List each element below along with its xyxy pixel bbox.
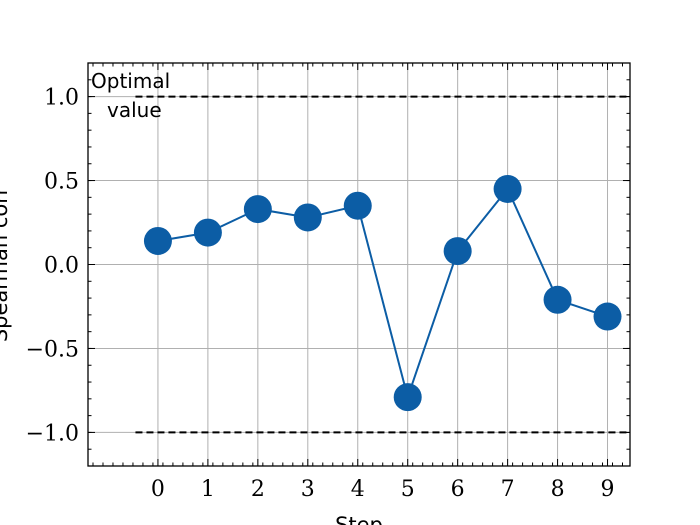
reference-lines <box>135 95 630 434</box>
data-point <box>193 218 222 247</box>
x-tick-label: 2 <box>251 477 265 502</box>
x-axis-title: Step <box>335 513 383 525</box>
x-tick-label: 9 <box>601 477 615 502</box>
data-point <box>493 174 522 203</box>
x-tick-label: 5 <box>401 477 415 502</box>
annotation-line-2: value <box>107 98 162 122</box>
data-point <box>143 226 172 255</box>
data-point <box>293 203 322 232</box>
y-tick-labels: 1.0 0.5 0.0 −0.5 −1.0 <box>26 86 79 447</box>
data-point <box>543 285 572 314</box>
y-tick-label: −1.0 <box>26 421 79 446</box>
x-tick-label: 6 <box>451 477 465 502</box>
series-line <box>157 187 608 401</box>
x-tick-label: 8 <box>551 477 565 502</box>
data-point <box>243 195 272 224</box>
data-points <box>143 174 622 412</box>
y-tick-label: 0.0 <box>44 254 79 279</box>
data-point <box>343 191 372 220</box>
x-tick-label: 7 <box>501 477 515 502</box>
y-axis-title: Spearman corr <box>0 186 12 342</box>
x-tick-labels: 0 1 2 3 4 5 6 7 8 9 <box>151 477 615 502</box>
x-tick-label: 3 <box>301 477 315 502</box>
x-tick-label: 0 <box>151 477 165 502</box>
data-point <box>443 237 472 266</box>
x-tick-label: 1 <box>201 477 215 502</box>
series-polyline <box>157 187 608 401</box>
y-tick-label: 0.5 <box>44 170 79 195</box>
axis-ticks <box>88 63 630 466</box>
y-tick-label: −0.5 <box>26 337 79 362</box>
y-tick-label: 1.0 <box>44 86 79 111</box>
data-point <box>393 383 422 412</box>
annotation-line-1: Optimal <box>91 69 170 93</box>
data-point <box>593 302 622 331</box>
x-tick-label: 4 <box>351 477 365 502</box>
grid <box>88 63 630 466</box>
